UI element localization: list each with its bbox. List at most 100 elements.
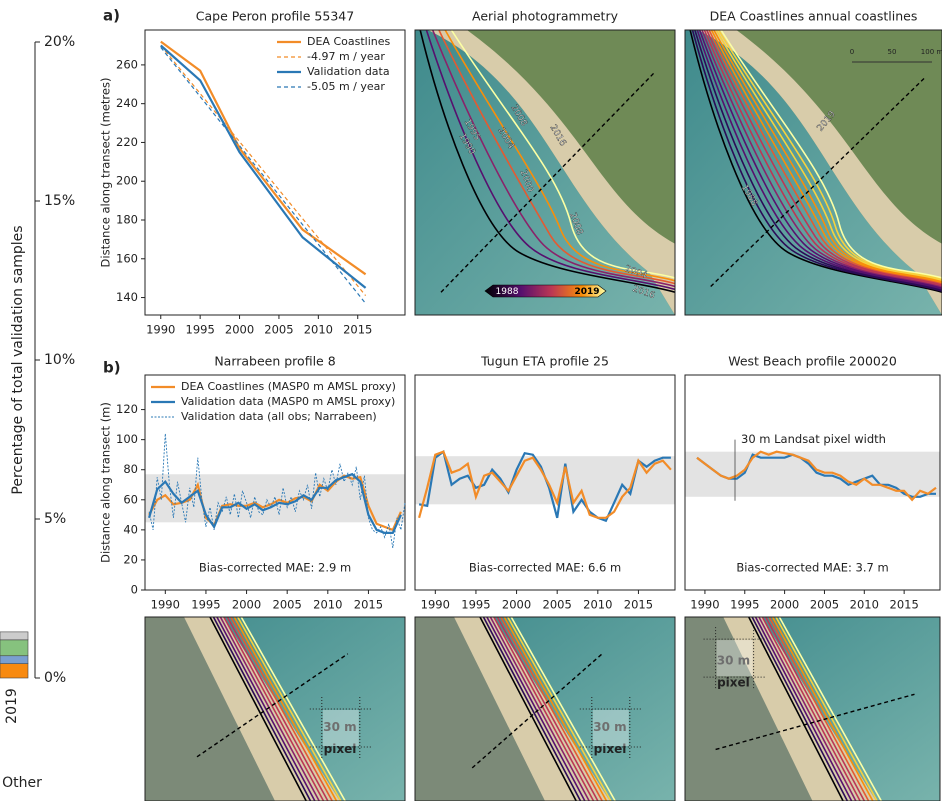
image-label: pixel [717,676,750,690]
x-tick-label: 1990 [151,598,180,612]
coastline [500,617,603,801]
y-tick-label: 20 [123,552,138,566]
y-tick-label: 20% [44,34,75,50]
plot-frame [414,374,676,591]
image-title: DEA Coastlines annual coastlines [710,9,918,24]
coastline [431,30,675,288]
bar-segment [0,655,29,664]
image-frame [684,29,942,316]
coastline [706,30,942,286]
image-label: pixel [594,742,627,756]
x-tick-label: 2015 [890,598,919,612]
x-tick-label: 2019 [4,688,20,724]
colorbar-label: 2019 [574,287,599,297]
series-line [696,453,936,498]
aerial-image: 30 m pixel [144,616,406,801]
plot-frame [144,374,406,591]
x-tick-label: 1990 [146,323,175,337]
series-line [160,40,367,276]
y-tick-label: 120 [116,402,138,416]
image-frame [144,616,406,801]
legend-label: DEA Coastlines (MASP0 m AMSL proxy) [181,380,396,393]
y-tick-label: 80 [123,462,138,476]
chart-title: Narrabeen profile 8 [214,354,335,369]
coastline [507,617,612,801]
aerial-image: 30 m pixel [684,616,941,801]
y-tick-label: 100 [116,432,138,446]
image-frame [684,616,941,801]
coastline [223,617,325,801]
x-tick-label: 2010 [850,598,879,612]
coastline [212,617,312,801]
y-axis-label: Distance along transect (metres) [99,78,113,268]
coastline [691,30,942,292]
scale-label: 100 m [921,48,942,56]
coastline [754,617,853,801]
pixel-box [716,640,753,677]
bar-segment [0,663,29,679]
image-title: Aerial photogrammetry [472,9,619,24]
image-content [685,617,940,801]
y-tick-label: 15% [44,193,75,209]
coastline [233,617,338,801]
coastline [226,617,329,801]
x-tick-label: 2015 [624,598,653,612]
pixel-box [592,710,629,746]
image-content [415,617,675,801]
coastline [708,30,942,285]
coastline [751,617,849,801]
coastline [778,617,883,801]
y-tick-label: 260 [116,57,138,71]
coastline [696,30,942,290]
series-line [160,45,367,296]
aerial-image: 30 m pixel [414,616,676,801]
y-tick-label: 0 [131,583,138,597]
y-axis-label: Distance along transect (m) [99,402,113,563]
coastline [717,30,942,280]
image-frame [414,29,676,316]
x-tick-label: 2000 [232,598,261,612]
x-tick-label: 2010 [583,598,612,612]
y-tick-label: 220 [116,135,138,149]
coastline [503,617,608,801]
transect [710,77,925,288]
y-tick-label: 160 [116,251,138,265]
y-tick-label: 60 [123,492,138,506]
y-axis-label: Percentage of total validation samples [10,225,26,494]
coastline [482,617,582,801]
x-tick-label: 1995 [730,598,759,612]
x-tick-label: 2000 [770,598,799,612]
x-tick-label: 2015 [354,598,383,612]
y-tick-label: 140 [116,290,138,304]
image-label: 30 m [593,720,626,734]
coastline [713,30,942,283]
pixel-box [322,710,359,746]
x-tick-label: 2005 [543,598,572,612]
coastline [450,30,675,279]
coastline [493,617,595,801]
coastline [720,30,942,279]
land [415,30,675,315]
panel-label: a) [103,7,120,25]
coastline [216,617,316,801]
coastline [765,617,866,801]
x-tick-label: 2005 [810,598,839,612]
y-tick-label: 240 [116,96,138,110]
series-line [160,47,367,304]
coastline [240,617,346,801]
coastline [419,30,675,293]
x-tick-label: 2000 [225,323,254,337]
annotation: Bias-corrected MAE: 6.6 m [469,561,621,575]
transect [440,72,655,293]
scale-label: 0 [850,48,854,56]
x-tick-label: 2010 [304,323,333,337]
coastline [237,617,342,801]
x-tick-label: 1995 [186,323,215,337]
y-tick-label: 0% [44,670,66,686]
coastline [748,617,844,801]
x-tick-label: 2005 [273,598,302,612]
coastline [715,30,942,281]
coastline [438,30,675,285]
coastline [694,30,942,291]
